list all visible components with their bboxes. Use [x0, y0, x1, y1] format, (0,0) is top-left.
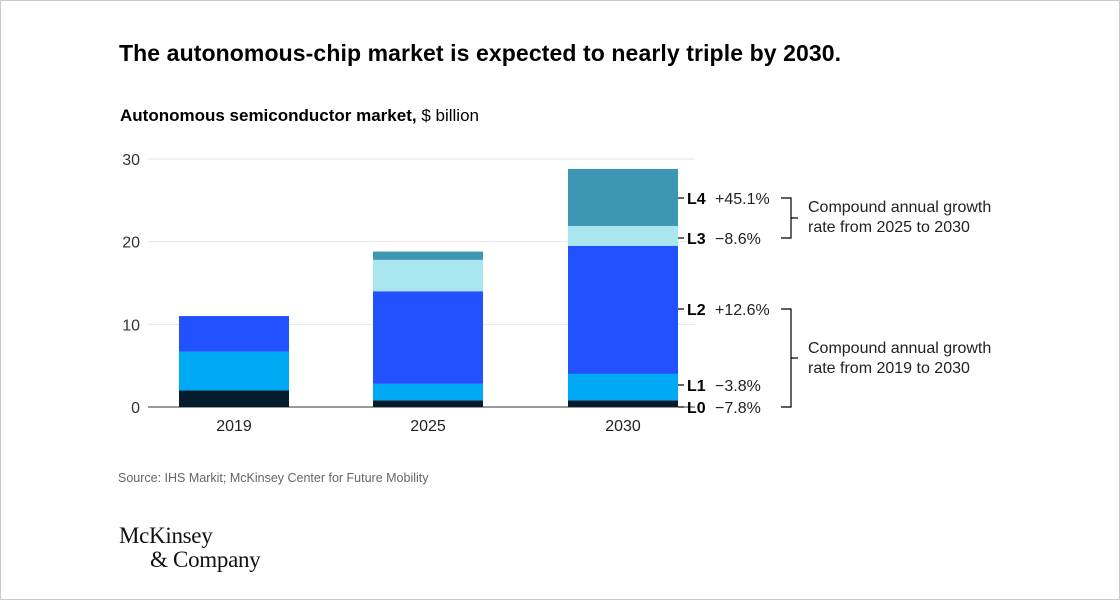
- bracket-caption-2-line-2: rate from 2019 to 2030: [808, 360, 970, 377]
- growth-value-l3: −8.6%: [715, 231, 761, 248]
- bar-segment-l0-2025: [373, 400, 483, 407]
- subtitle-unit: $ billion: [421, 106, 479, 125]
- growth-value-l2: +12.6%: [715, 302, 770, 319]
- y-tick-label: 20: [122, 235, 140, 252]
- bar-segment-l1-2019: [179, 351, 289, 391]
- growth-value-l1: −3.8%: [715, 378, 761, 395]
- y-tick-label: 0: [131, 400, 140, 417]
- logo-line-2: & Company: [150, 547, 261, 572]
- bracket-caption-2-line-1: Compound annual growth: [808, 340, 991, 357]
- bar-segment-l4-2030: [568, 168, 678, 226]
- bar-segment-l2-2019: [179, 316, 289, 352]
- growth-labels: L4 +45.1% L3 −8.6% L2 +12.6% L1 −3.8% L0 −7.8% Com…: [678, 191, 991, 417]
- series-label-l2: L2: [687, 302, 706, 319]
- source-note: Source: IHS Markit; McKinsey Center for …: [118, 471, 429, 485]
- bars: 2019 2025 2030: [179, 168, 678, 435]
- bracket-caption-1-line-2: rate from 2025 to 2030: [808, 219, 970, 236]
- bar-segment-l2-2030: [568, 245, 678, 374]
- y-tick-label: 30: [122, 152, 140, 169]
- series-label-l0: L0: [687, 400, 706, 417]
- mckinsey-logo: McKinsey & Company: [119, 523, 261, 572]
- series-label-l3: L3: [687, 231, 706, 248]
- x-tick-label-2019: 2019: [216, 418, 252, 435]
- bar-segment-l1-2025: [373, 383, 483, 401]
- bar-segment-l2-2025: [373, 291, 483, 384]
- series-label-l4: L4: [687, 191, 706, 208]
- bracket-2: [781, 308, 798, 408]
- x-tick-label-2030: 2030: [605, 418, 641, 435]
- chart-headline: The autonomous-chip market is expected t…: [119, 40, 842, 66]
- bar-segment-l0-2030: [568, 400, 678, 407]
- bar-segment-l4-2025: [373, 251, 483, 260]
- bar-segment-l3-2025: [373, 259, 483, 292]
- bar-segment-l3-2030: [568, 225, 678, 246]
- bar-segment-l0-2019: [179, 390, 289, 407]
- series-label-l1: L1: [687, 378, 706, 395]
- bracket-caption-1-line-1: Compound annual growth: [808, 199, 991, 216]
- growth-value-l0: −7.8%: [715, 400, 761, 417]
- growth-value-l4: +45.1%: [715, 191, 770, 208]
- bar-segment-l1-2030: [568, 373, 678, 401]
- x-tick-label-2025: 2025: [410, 418, 446, 435]
- y-tick-label: 10: [122, 317, 140, 334]
- logo-line-1: McKinsey: [119, 523, 213, 548]
- subtitle-measure: Autonomous semiconductor market,: [120, 106, 417, 125]
- bracket-1: [781, 197, 798, 239]
- chart-subtitle: Autonomous semiconductor market, $ billi…: [120, 106, 479, 126]
